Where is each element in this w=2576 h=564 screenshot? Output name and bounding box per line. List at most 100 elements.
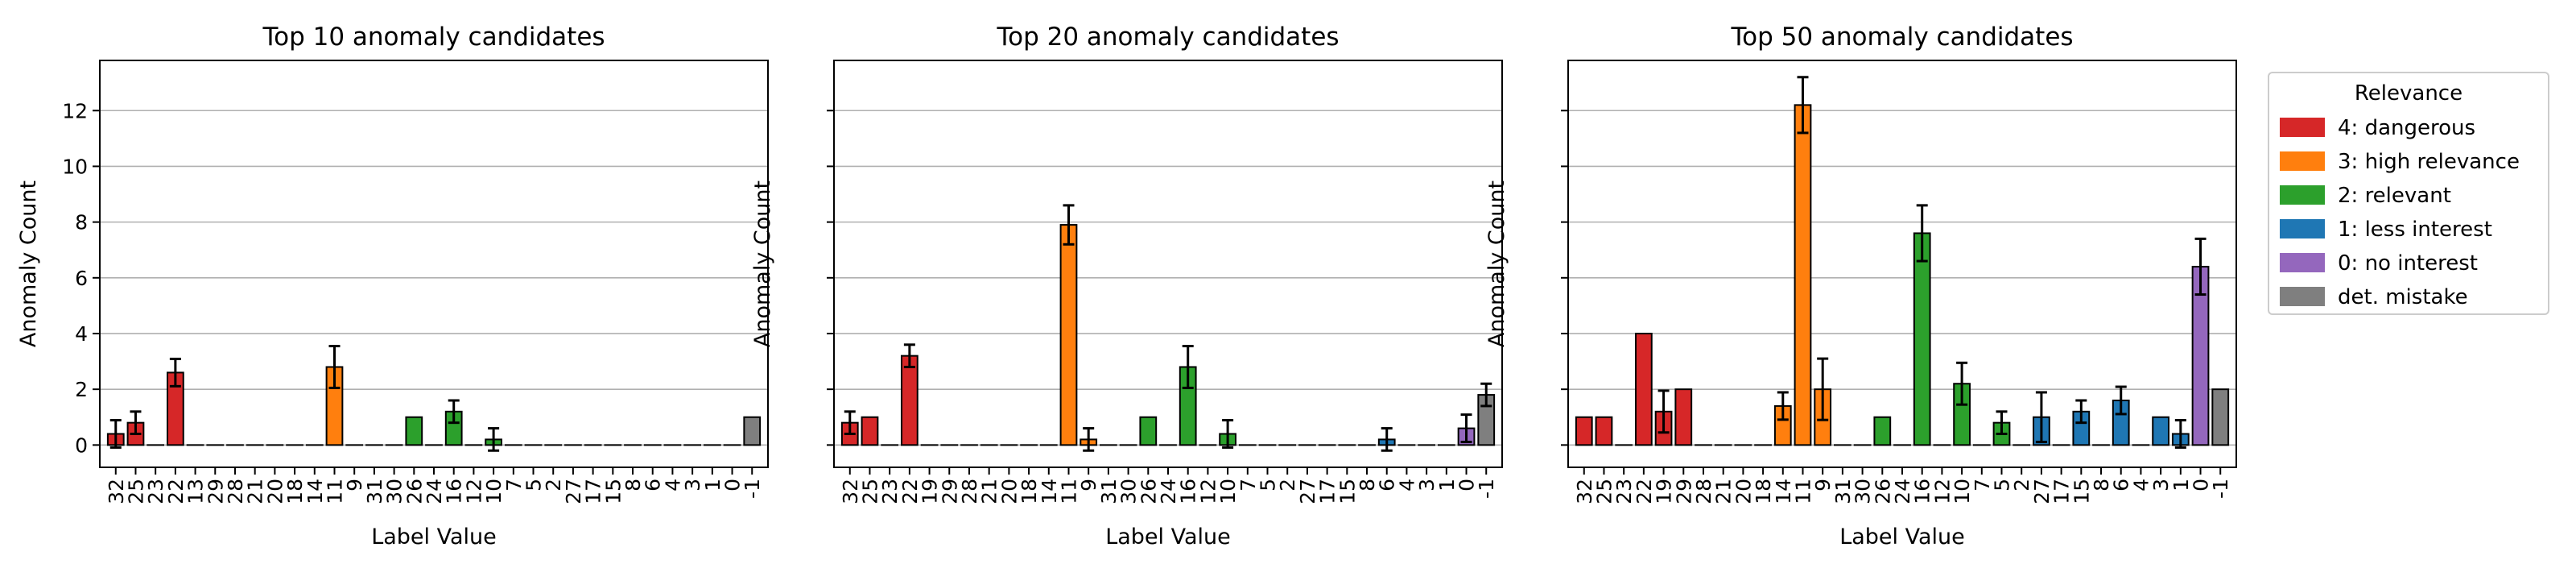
x-tick-label: 17 <box>1316 479 1340 504</box>
x-tick-label: 6 <box>1376 479 1399 491</box>
error-bar-22 <box>169 357 181 388</box>
error-bar-9 <box>1817 357 1829 421</box>
x-tick-label: 27 <box>1296 479 1319 504</box>
error-bar-22 <box>903 343 915 368</box>
x-tick-label: 0 <box>1455 479 1479 491</box>
x-tick-label: 24 <box>1157 479 1180 504</box>
bar--1 <box>743 416 762 446</box>
y-tick-label: 0 <box>75 433 88 457</box>
gridlines <box>1568 110 2236 446</box>
error-bar-16 <box>1916 204 1928 263</box>
y-axis-label: Anomaly Count <box>750 180 775 347</box>
x-tick-label: 3 <box>2149 479 2173 491</box>
bar--1 <box>2211 388 2230 446</box>
legend-label: det. mistake <box>2338 285 2468 309</box>
error-bar-10 <box>488 427 500 452</box>
x-tick-label: 23 <box>144 479 167 504</box>
x-tick-label: 9 <box>343 479 366 491</box>
legend-entries: 4: dangerous 3: high relevance 2: relevant… <box>2280 116 2520 309</box>
x-tick-label: 7 <box>502 479 526 491</box>
chart-title: Top 10 anomaly candidates <box>262 23 605 52</box>
axes-frame <box>99 60 769 468</box>
error-bar-0 <box>1460 413 1472 444</box>
x-tick-label: 14 <box>1772 479 1795 504</box>
axes-frame <box>833 60 1503 468</box>
error-bar-32 <box>844 410 856 435</box>
x-tick-label: 20 <box>1732 479 1755 504</box>
bar-22 <box>1634 332 1653 446</box>
legend-swatch <box>2280 253 2325 272</box>
x-tick-label: 25 <box>124 479 147 504</box>
chart-panel-top50: 3225232219292821201814119313026241612107… <box>1484 23 2237 549</box>
x-tick-label: 12 <box>1930 479 1954 504</box>
bar-25 <box>861 416 879 446</box>
legend-swatch <box>2280 287 2325 306</box>
error-bar-15 <box>2075 399 2087 425</box>
x-tick-label: 5 <box>1991 479 2014 491</box>
x-tick-label: 1 <box>2169 479 2193 491</box>
legend-entry: 2: relevant <box>2280 184 2451 208</box>
x-tick-label: 20 <box>997 479 1021 504</box>
x-tick-label: 5 <box>1257 479 1280 491</box>
x-tick-label: 32 <box>1573 479 1596 504</box>
bar-11 <box>1794 104 1812 446</box>
legend-label: 0: no interest <box>2338 251 2478 276</box>
legend-swatch <box>2280 219 2325 238</box>
x-tick-label: 7 <box>1236 479 1260 491</box>
x-tick-label: 3 <box>1415 479 1439 491</box>
x-tick-label: 26 <box>1137 479 1160 504</box>
x-tick-label: 11 <box>1057 479 1080 504</box>
error-bar-5 <box>1996 410 2008 435</box>
x-tick-label: 6 <box>2110 479 2133 491</box>
legend-swatch <box>2280 185 2325 205</box>
x-tick-label: 16 <box>1177 479 1200 504</box>
x-tick-label: 15 <box>1335 479 1359 504</box>
error-bar-25 <box>130 410 142 435</box>
x-tick-label: 8 <box>621 479 645 491</box>
gridlines <box>834 110 1502 446</box>
x-tick-label: 27 <box>562 479 585 504</box>
y-axis-label: Anomaly Count <box>16 180 41 347</box>
y-tick-label: 8 <box>75 211 88 234</box>
legend-swatch <box>2280 151 2325 171</box>
bar-26 <box>405 416 423 446</box>
y-tick-label: 6 <box>75 267 88 290</box>
x-tick-label: 22 <box>1633 479 1656 504</box>
chart-panel-top20: 3225232219292821201814119313026241612107… <box>750 23 1503 549</box>
x-tick-label: 22 <box>164 479 188 504</box>
x-tick-label: 12 <box>1196 479 1220 504</box>
legend-entry: 4: dangerous <box>2280 116 2475 140</box>
legend-frame <box>2268 72 2549 315</box>
x-tick-label: 1 <box>1435 479 1459 491</box>
x-tick-label: 2 <box>542 479 565 491</box>
bar-22 <box>900 355 919 446</box>
axes-frame <box>1567 60 2237 468</box>
x-tick-label: 18 <box>1752 479 1775 504</box>
legend: Relevance 4: dangerous 3: high relevance 2… <box>2268 72 2549 315</box>
bar-26 <box>1873 416 1892 446</box>
x-tick-label: 1 <box>701 479 724 491</box>
x-tick-label: 31 <box>363 479 386 504</box>
chart-title: Top 20 anomaly candidates <box>996 23 1339 52</box>
x-tick-label: 19 <box>1653 479 1676 504</box>
y-tick-label: 4 <box>75 322 88 346</box>
x-tick-label: 0 <box>721 479 745 491</box>
x-tick-label: 9 <box>1811 479 1835 491</box>
x-tick-label: 16 <box>1911 479 1934 504</box>
x-tick-label: 22 <box>898 479 922 504</box>
x-tick-label: 28 <box>1692 479 1715 504</box>
error-bar-11 <box>1063 204 1075 246</box>
error-bar-16 <box>448 399 460 425</box>
x-tick-label: 26 <box>1871 479 1894 504</box>
x-tick-label: 32 <box>839 479 862 504</box>
x-tick-label: 27 <box>2030 479 2054 504</box>
x-tick-label: 30 <box>1852 479 1875 504</box>
legend-label: 4: dangerous <box>2338 116 2475 140</box>
legend-title: Relevance <box>2355 81 2462 106</box>
y-axis-label: Anomaly Count <box>1484 180 1509 347</box>
error-bar-6 <box>1381 427 1393 452</box>
error-bar-10 <box>1956 361 1968 406</box>
legend-label: 3: high relevance <box>2338 150 2520 174</box>
x-tick-label: 25 <box>1592 479 1616 504</box>
legend-entry: 1: less interest <box>2280 218 2492 242</box>
